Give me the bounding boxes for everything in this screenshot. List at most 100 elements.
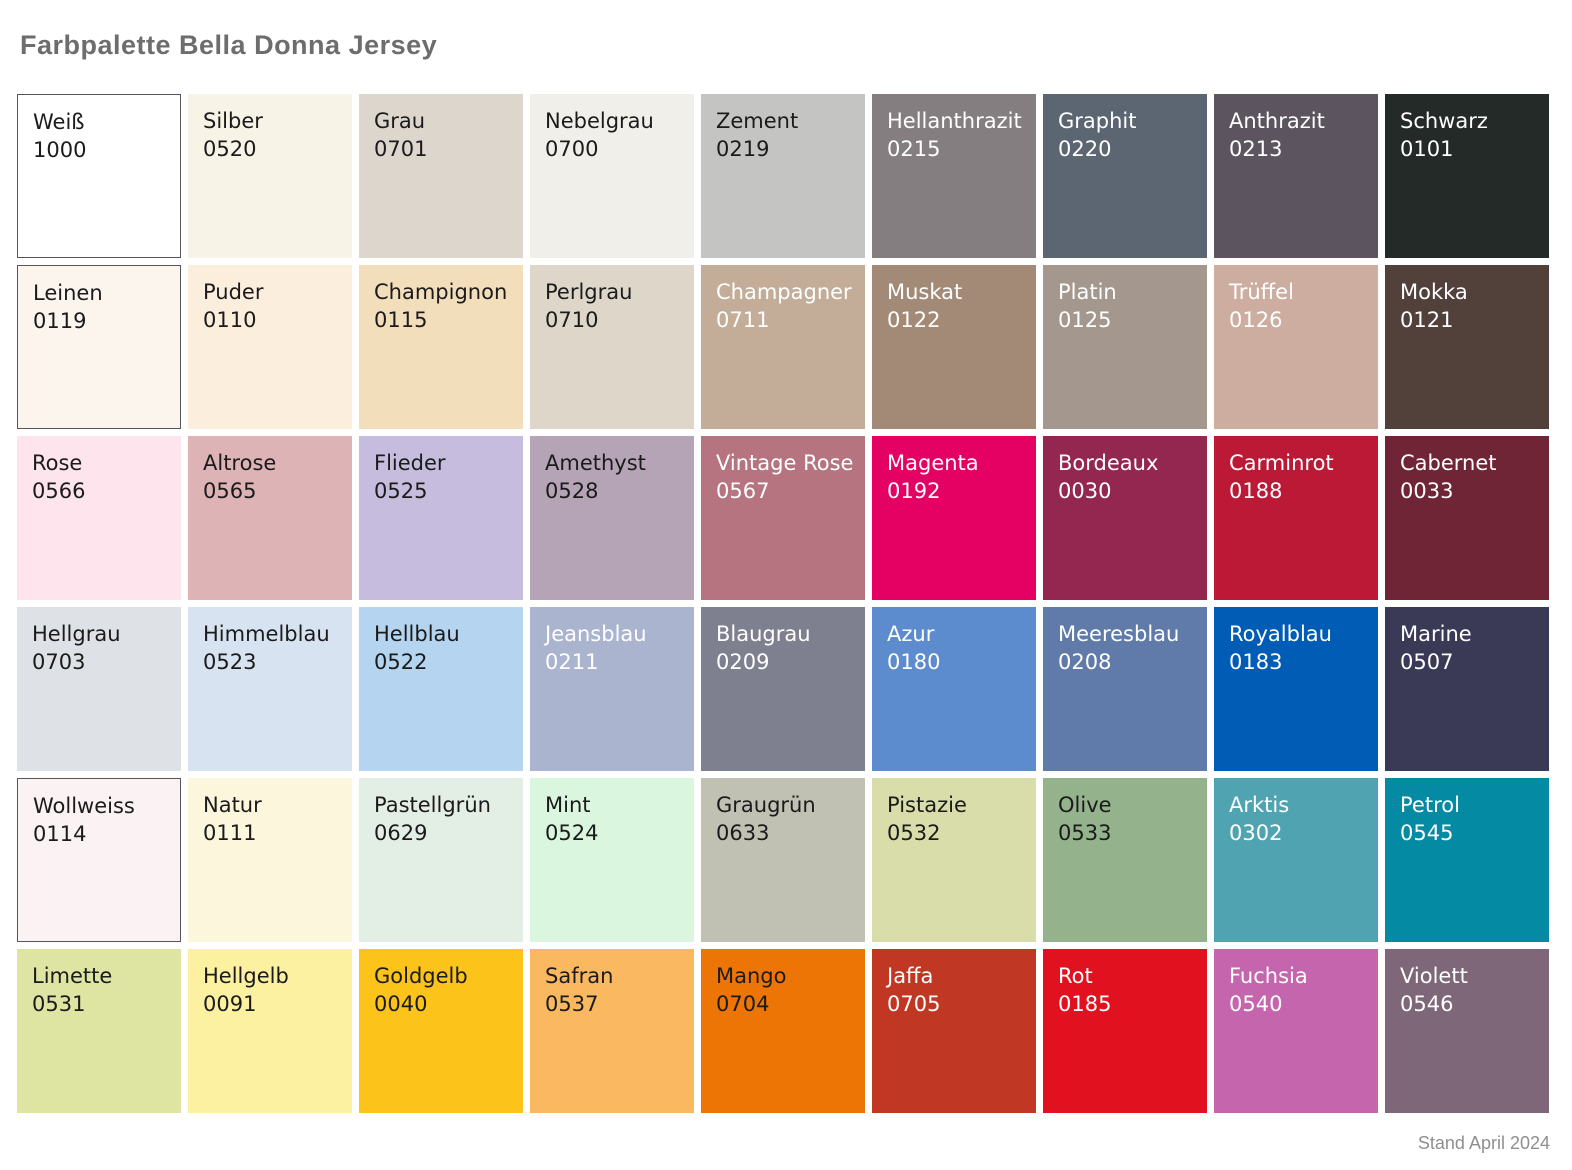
color-swatch: Carminrot 0188 — [1214, 436, 1378, 600]
color-name: Hellgelb — [203, 964, 289, 988]
color-swatch: Hellblau 0522 — [359, 607, 523, 771]
color-swatch: Muskat 0122 — [872, 265, 1036, 429]
color-name: Altrose — [203, 451, 277, 475]
footer-date: Stand April 2024 — [1417, 1133, 1550, 1153]
color-name: Magenta — [887, 451, 979, 475]
color-swatch: Azur 0180 — [872, 607, 1036, 771]
color-swatch: Grau 0701 — [359, 94, 523, 258]
color-name: Silber — [203, 109, 263, 133]
color-name: Trüffel — [1229, 280, 1294, 304]
color-name: Arktis — [1229, 793, 1290, 817]
color-name: Bordeaux — [1058, 451, 1159, 475]
color-swatch: Jaffa 0705 — [872, 949, 1036, 1113]
color-swatch: Champagner 0711 — [701, 265, 865, 429]
color-name: Limette — [32, 964, 113, 988]
color-swatch: Flieder 0525 — [359, 436, 523, 600]
color-code: 0710 — [545, 308, 599, 332]
color-name: Mokka — [1400, 280, 1468, 304]
color-grid: Weiß 1000 Silber 0520 Grau 0701 Nebelgra… — [17, 94, 1549, 1113]
color-swatch: Rose 0566 — [17, 436, 181, 600]
color-code: 0110 — [203, 308, 257, 332]
color-name: Wollweiss — [33, 794, 135, 818]
color-code: 0531 — [32, 992, 86, 1016]
color-swatch: Marine 0507 — [1385, 607, 1549, 771]
color-code: 0219 — [716, 137, 770, 161]
color-swatch: Jeansblau 0211 — [530, 607, 694, 771]
color-name: Champignon — [374, 280, 508, 304]
color-code: 0033 — [1400, 479, 1454, 503]
color-code: 0705 — [887, 992, 941, 1016]
color-swatch: Meeresblau 0208 — [1043, 607, 1207, 771]
color-code: 0567 — [716, 479, 770, 503]
color-code: 0546 — [1400, 992, 1454, 1016]
color-swatch: Pistazie 0532 — [872, 778, 1036, 942]
color-code: 0209 — [716, 650, 770, 674]
color-code: 0532 — [887, 821, 941, 845]
color-code: 0030 — [1058, 479, 1112, 503]
color-code: 0125 — [1058, 308, 1112, 332]
color-code: 0629 — [374, 821, 428, 845]
color-name: Leinen — [33, 281, 103, 305]
color-name: Natur — [203, 793, 262, 817]
color-swatch: Arktis 0302 — [1214, 778, 1378, 942]
color-name: Olive — [1058, 793, 1112, 817]
color-swatch: Hellgelb 0091 — [188, 949, 352, 1113]
color-code: 0185 — [1058, 992, 1112, 1016]
color-swatch: Mango 0704 — [701, 949, 865, 1113]
color-name: Flieder — [374, 451, 446, 475]
color-code: 0523 — [203, 650, 257, 674]
color-swatch: Champignon 0115 — [359, 265, 523, 429]
color-name: Mango — [716, 964, 787, 988]
color-swatch: Zement 0219 — [701, 94, 865, 258]
color-code: 0524 — [545, 821, 599, 845]
color-code: 0565 — [203, 479, 257, 503]
color-swatch: Weiß 1000 — [17, 94, 181, 258]
color-code: 0302 — [1229, 821, 1283, 845]
color-swatch: Graugrün 0633 — [701, 778, 865, 942]
color-name: Graphit — [1058, 109, 1137, 133]
color-name: Graugrün — [716, 793, 816, 817]
color-swatch: Safran 0537 — [530, 949, 694, 1113]
color-swatch: Silber 0520 — [188, 94, 352, 258]
color-swatch: Graphit 0220 — [1043, 94, 1207, 258]
color-swatch: Pastellgrün 0629 — [359, 778, 523, 942]
color-name: Jeansblau — [545, 622, 647, 646]
color-name: Meeresblau — [1058, 622, 1180, 646]
color-code: 0126 — [1229, 308, 1283, 332]
color-name: Azur — [887, 622, 935, 646]
color-code: 0180 — [887, 650, 941, 674]
color-swatch: Rot 0185 — [1043, 949, 1207, 1113]
color-code: 0701 — [374, 137, 428, 161]
color-swatch: Natur 0111 — [188, 778, 352, 942]
color-name: Puder — [203, 280, 264, 304]
color-code: 0122 — [887, 308, 941, 332]
color-swatch: Fuchsia 0540 — [1214, 949, 1378, 1113]
color-code: 0183 — [1229, 650, 1283, 674]
color-swatch: Leinen 0119 — [17, 265, 181, 429]
color-name: Rose — [32, 451, 83, 475]
color-code: 0528 — [545, 479, 599, 503]
color-code: 0711 — [716, 308, 770, 332]
color-name: Royalblau — [1229, 622, 1332, 646]
color-name: Schwarz — [1400, 109, 1488, 133]
color-name: Platin — [1058, 280, 1117, 304]
color-swatch: Trüffel 0126 — [1214, 265, 1378, 429]
color-swatch: Bordeaux 0030 — [1043, 436, 1207, 600]
color-swatch: Wollweiss 0114 — [17, 778, 181, 942]
color-swatch: Altrose 0565 — [188, 436, 352, 600]
color-name: Petrol — [1400, 793, 1460, 817]
page-title: Farbpalette Bella Donna Jersey — [20, 30, 438, 60]
color-name: Grau — [374, 109, 426, 133]
color-swatch: Hellgrau 0703 — [17, 607, 181, 771]
color-swatch: Cabernet 0033 — [1385, 436, 1549, 600]
color-code: 0111 — [203, 821, 257, 845]
color-code: 0520 — [203, 137, 257, 161]
color-name: Zement — [716, 109, 799, 133]
color-name: Blaugrau — [716, 622, 811, 646]
color-code: 0114 — [33, 822, 87, 846]
color-swatch: Vintage Rose 0567 — [701, 436, 865, 600]
color-name: Mint — [545, 793, 591, 817]
color-swatch: Magenta 0192 — [872, 436, 1036, 600]
color-code: 0507 — [1400, 650, 1454, 674]
